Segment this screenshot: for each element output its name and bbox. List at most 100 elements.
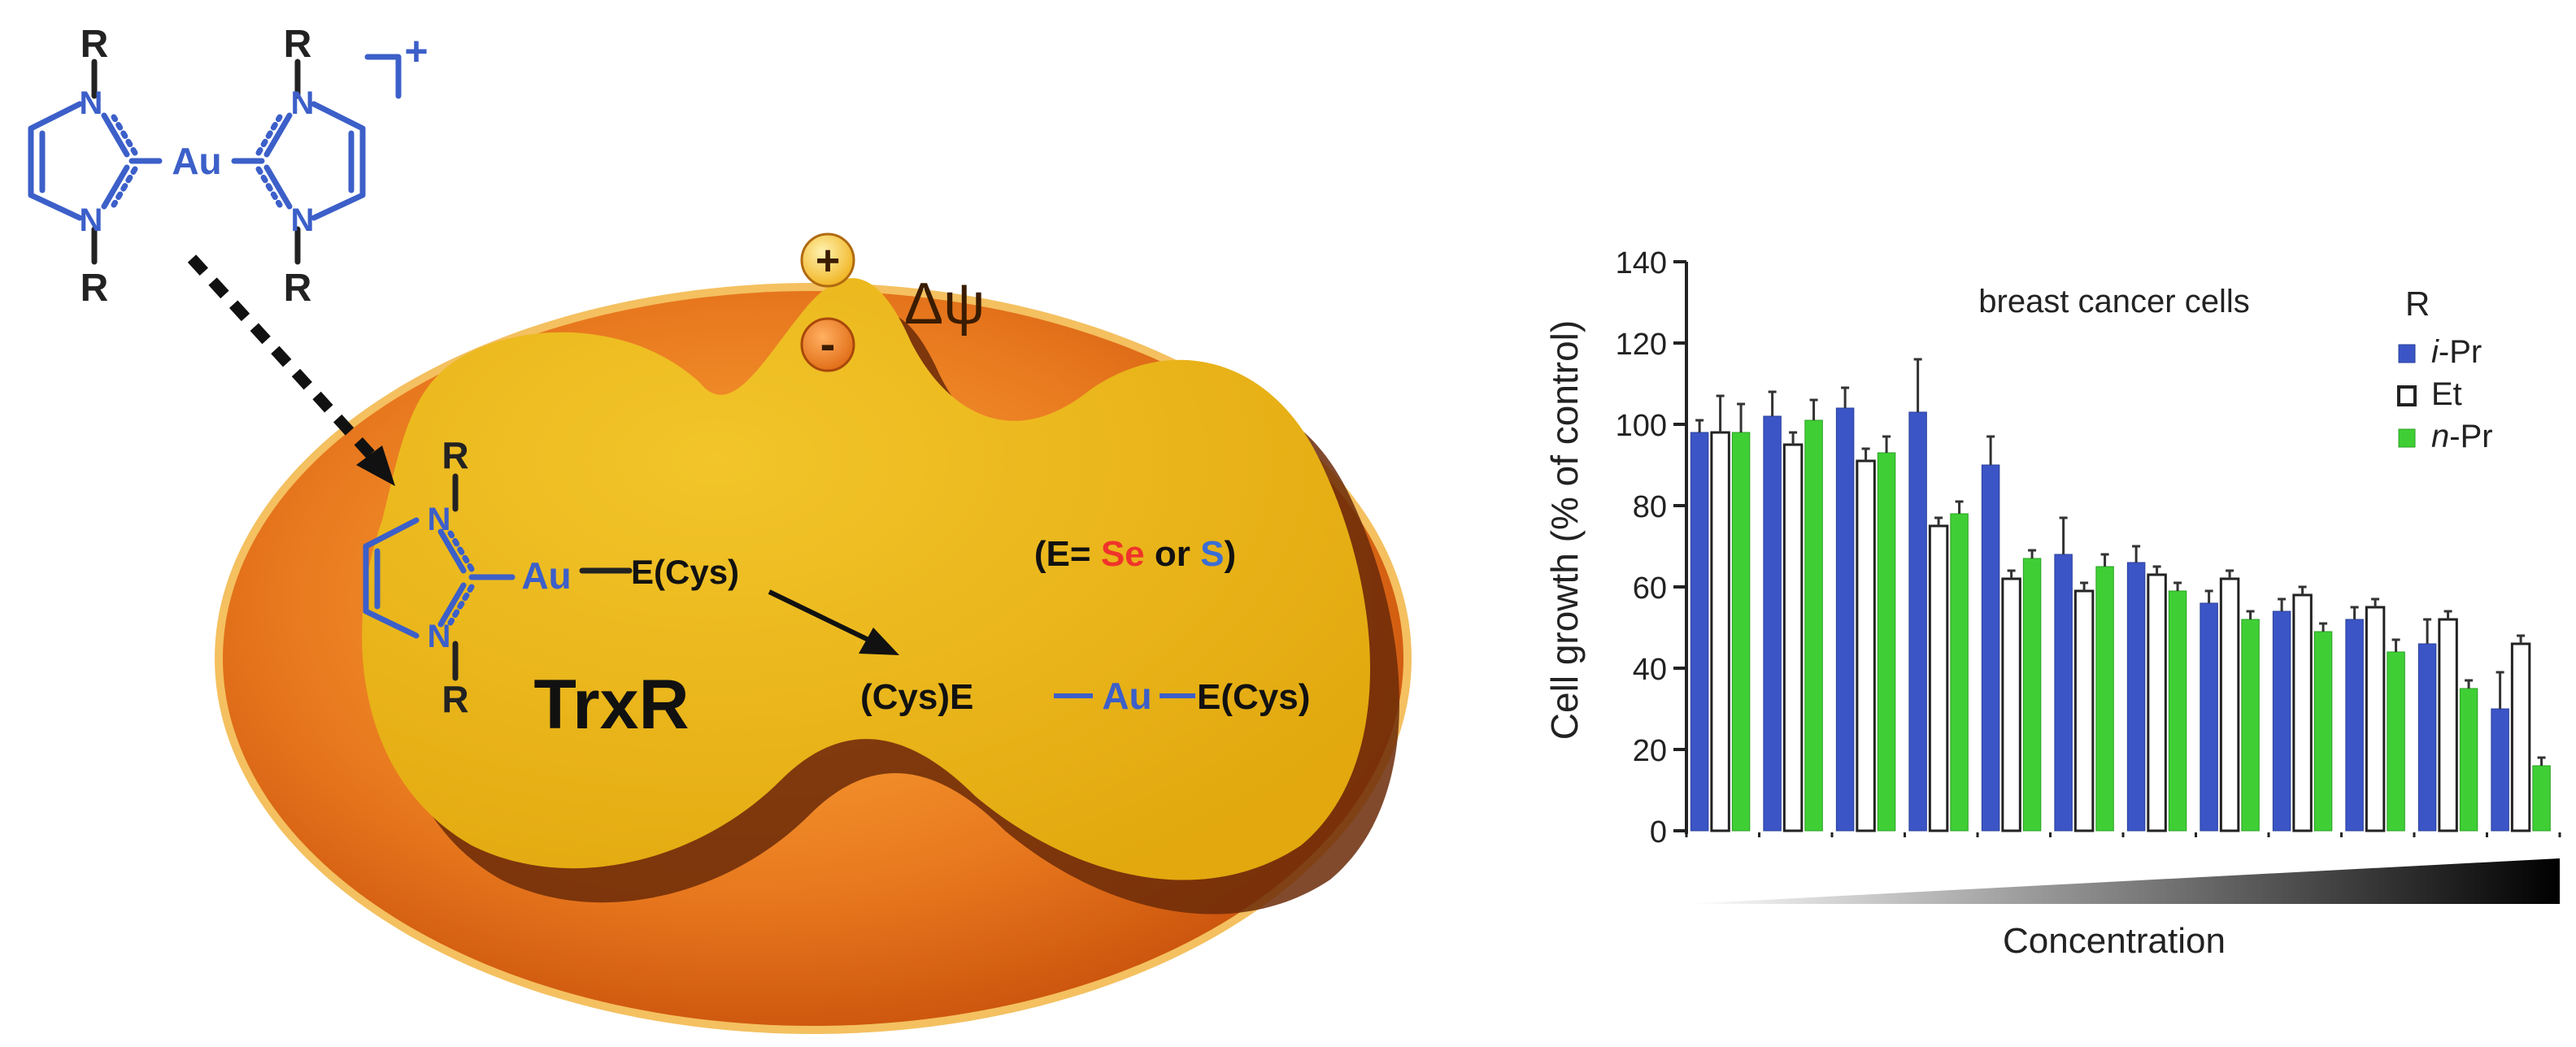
complex-n-3: N [291,85,315,121]
adduct-n-1: N [428,502,451,537]
adduct-r-top: R [442,434,468,476]
plus-charge-icon [800,232,855,288]
bar [2022,558,2042,832]
bar [1928,524,1949,832]
complex-r-bottom-right: R [284,267,312,310]
legend-entry-suffix: -Pr [2439,334,2482,370]
bar [2438,618,2458,832]
bar [2459,688,2478,832]
legend-entry: Et [2431,376,2462,412]
reaction-arrow [768,589,899,655]
bars [1685,358,2561,837]
right-ring-bonds [311,101,366,221]
product-left: (Cys)E [860,677,973,717]
complex-au: Au [172,140,221,182]
reaction-arrow-head [859,628,899,655]
element-note-or: or [1145,534,1200,574]
y-tick-label: 60 [1633,571,1667,606]
enzyme-label: TrxR [533,666,689,744]
y-tick-label: 140 [1616,246,1667,280]
element-note-s: S [1200,534,1224,574]
bar [2054,554,2073,832]
y-axis-label: Cell growth (% of control) [1543,320,1586,740]
legend-entry-suffix: -Pr [2449,419,2492,454]
adduct-r-bottom: R [442,678,468,720]
legend-entry: i-Pr [2431,334,2482,370]
bar [1856,459,1876,832]
bar [2095,566,2114,832]
element-note-close: ) [1224,534,1236,574]
adduct-labels: R R N N Au E(Cys) [428,434,739,720]
complex-n-4: N [291,202,315,238]
complex-r-top-left: R [80,23,109,66]
legend-swatch [2397,385,2417,406]
legend-entry-suffix: Et [2431,376,2462,412]
bar [2313,631,2333,832]
bar [1763,415,1782,832]
bar [2532,765,2551,832]
y-tick-label: 120 [1616,328,1667,362]
bar [2168,590,2187,832]
bar [2272,610,2291,832]
product-right: E(Cys) [1197,677,1310,717]
minus-charge-icon [800,317,855,372]
y-tick-label: 20 [1633,734,1667,768]
chart-title: breast cancer cells [1978,284,2249,319]
legend-entry: n-Pr [2431,419,2493,454]
bar [2001,577,2021,832]
bar [2241,619,2260,832]
delta-psi-label: Δψ [904,272,985,337]
bar [2417,643,2437,832]
left-ring-bonds [28,101,83,221]
legend-swatch [2398,344,2416,363]
plus-charge-label: + [816,237,840,285]
bar [2073,589,2095,832]
legend-entry-prefix: i [2431,334,2439,370]
concentration-wedge [1686,858,2560,904]
legend-title: R [2405,285,2430,323]
complex-n-2: N [80,202,103,238]
legend-entry-prefix: n [2431,419,2449,454]
gold-complex [28,54,402,265]
bar [2200,602,2218,832]
complex-charge: + [404,28,428,74]
bar [1908,411,1927,832]
y-tick-label: 0 [1650,815,1667,849]
bar [1731,432,1751,832]
adduct-structure [363,473,633,681]
bar [2292,593,2313,832]
growth-chart: 0 20 40 60 80 100 120 140 breast cancer cells C… [1543,246,2561,961]
y-axis: 0 20 40 60 80 100 120 140 [1616,246,1688,849]
bar [2345,619,2364,832]
y-tick-label: 80 [1633,490,1667,524]
bar [1835,407,1855,832]
bar [2126,562,2146,832]
complex-n-1: N [80,85,103,121]
element-note-se: Se [1101,534,1145,574]
bar [2510,642,2531,832]
bar [2219,577,2240,832]
legend-swatch [2398,428,2416,448]
bar [1710,431,1730,832]
membrane-potential: + - Δψ [800,232,985,372]
adduct-au: Au [521,554,571,597]
bar [1782,443,1804,832]
y-tick-label: 40 [1633,653,1667,687]
mitochondrion [215,278,1412,1034]
bar [2365,606,2386,832]
gold-complex-labels: R R R R N N N N Au + [80,23,429,310]
bar [1877,452,1896,832]
product-au: Au [1102,675,1151,717]
element-note: (E= Se or S) [1034,534,1236,574]
uptake-arrow-head [356,445,395,486]
adduct-n-2: N [428,619,451,654]
product-structure: (Cys)E Au E(Cys) [860,675,1310,717]
inner-compartment [362,278,1370,880]
uptake-arrow [187,254,395,486]
bar [1804,419,1823,832]
charge-bracket [364,54,402,99]
minus-charge-label: - [820,318,836,369]
bar [1950,513,1969,832]
